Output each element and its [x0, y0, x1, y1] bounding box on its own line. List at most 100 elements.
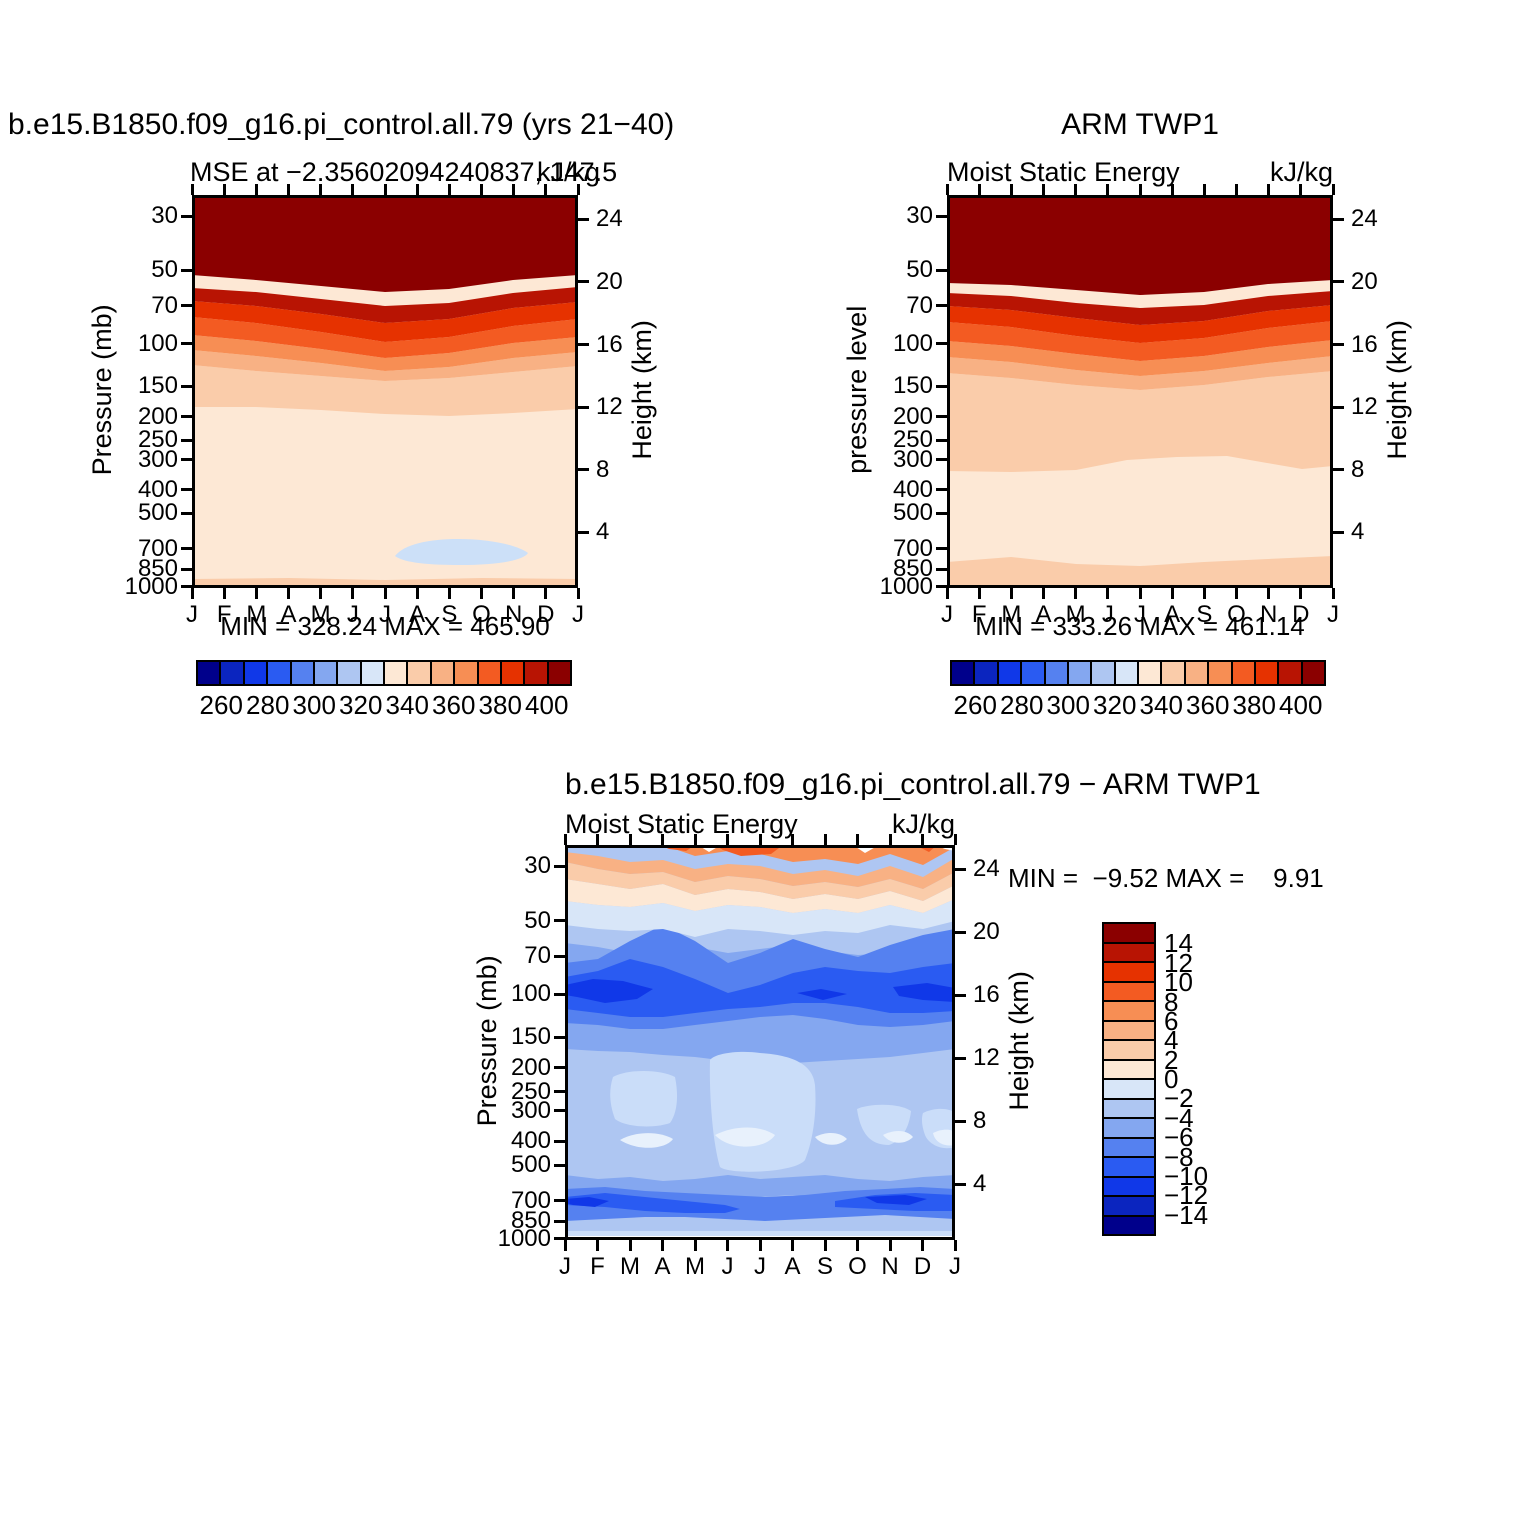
diff-pressure-tick [554, 1237, 565, 1241]
diff-month-label: M [685, 1253, 705, 1280]
model-month-tick-bottom [383, 588, 387, 599]
diff-month-tick-top [856, 834, 859, 845]
obs-month-label: J [1134, 601, 1146, 628]
obs-month-tick-top [1267, 184, 1271, 195]
colorbar-swatch [1104, 1080, 1154, 1100]
model-pressure-tick [181, 488, 192, 492]
model-month-label: M [246, 601, 267, 628]
model-month-label: F [216, 601, 232, 628]
cb-model-label: 280 [246, 690, 290, 720]
model-height-tick-label: 8 [596, 455, 610, 483]
colorbar-swatch [291, 662, 315, 684]
diff-height-tick-label: 8 [973, 1107, 987, 1135]
colorbar-swatch [408, 662, 432, 684]
diff-month-tick-bottom [563, 1240, 567, 1251]
colorbar-swatch [431, 662, 456, 684]
diff-month-label: F [590, 1253, 605, 1280]
obs-month-tick-top [1138, 184, 1142, 195]
diff-month-tick-top [726, 834, 729, 845]
colorbar-swatch [361, 662, 385, 684]
obs-pressure-tick [936, 214, 947, 218]
diff-height-tick [955, 1056, 966, 1060]
model-month-label: N [504, 601, 523, 628]
obs-month-label: O [1227, 601, 1246, 628]
diff-month-tick-top [888, 834, 892, 845]
obs-month-tick-top [1331, 184, 1335, 195]
obs-month-tick-bottom [1235, 588, 1238, 599]
diff-month-tick-top [628, 834, 632, 845]
diff-month-tick-top [596, 834, 599, 845]
colorbar-swatch [1104, 1060, 1154, 1080]
obs-colorbar [950, 660, 1326, 686]
model-height-tick-label: 16 [596, 330, 623, 358]
colorbar-swatch [198, 662, 222, 684]
cb-model-label: 340 [385, 690, 429, 720]
obs-month-tick-top [1074, 184, 1078, 195]
obs-month-tick-top [1042, 184, 1045, 195]
obs-height-tick [1333, 217, 1344, 221]
model-pressure-tick-label: 700 [137, 534, 178, 562]
obs-height-tick [1333, 468, 1344, 472]
model-height-tick [578, 530, 589, 534]
model-month-tick-top [576, 184, 580, 195]
colorbar-swatch [1092, 662, 1116, 684]
model-height-tick [578, 405, 589, 409]
colorbar-swatch [998, 662, 1023, 684]
model-pressure-tick [181, 214, 192, 218]
diff-pressure-tick-label: 100 [510, 980, 551, 1008]
model-pressure-tick [181, 567, 192, 571]
model-pressure-tick-label: 70 [151, 291, 178, 319]
diff-month-tick-top [823, 834, 827, 845]
diff-pressure-tick-label: 700 [510, 1186, 551, 1214]
obs-pressure-tick [936, 438, 947, 442]
obs-month-tick-top [1009, 184, 1013, 195]
obs-pressure-tick-label: 150 [892, 372, 933, 400]
obs-month-tick-bottom [1074, 588, 1078, 599]
model-pressure-tick [181, 585, 192, 589]
cb-model-label: 320 [339, 690, 383, 720]
model-month-tick-bottom [480, 588, 483, 599]
model-month-label: D [537, 601, 555, 628]
diff-month-tick-top [661, 834, 664, 845]
diff-month-tick-bottom [888, 1240, 892, 1251]
diff-pressure-tick [554, 919, 565, 923]
model-pressure-tick-label: 500 [137, 499, 178, 527]
colorbar-swatch [1209, 662, 1233, 684]
obs-stats: MIN = 333.26 MAX = 461.14 [975, 611, 1305, 641]
obs-month-label: J [1327, 601, 1339, 628]
diff-month-tick-top [791, 834, 794, 845]
model-month-tick-top [222, 184, 226, 195]
cb-obs-label: 300 [1046, 690, 1090, 720]
model-height-tick-label: 12 [596, 393, 623, 421]
diff-pressure-tick-label: 150 [510, 1023, 551, 1051]
cb-diff-label: 8 [1164, 986, 1179, 1017]
model-pressure-tick [181, 268, 192, 272]
obs-month-label: J [941, 601, 953, 628]
obs-height-tick [1333, 280, 1344, 284]
obs-height-tick-label: 8 [1351, 455, 1365, 483]
colorbar-swatch [1232, 662, 1256, 684]
colorbar-swatch [385, 662, 409, 684]
model-month-tick-bottom [222, 588, 226, 599]
model-pressure-tick-label: 1000 [124, 572, 178, 600]
diff-month-tick-bottom [726, 1240, 729, 1251]
obs-pressure-tick [936, 415, 947, 419]
model-pressure-tick [181, 511, 192, 515]
diff-pressure-tick-label: 250 [510, 1077, 551, 1105]
obs-plot-frame [947, 195, 1333, 588]
colorbar-swatch [1104, 1119, 1154, 1139]
colorbar-swatch [1104, 963, 1154, 983]
diff-title: b.e15.B1850.f09_g16.pi_control.all.79 − … [565, 768, 1261, 801]
model-month-tick-top [287, 184, 290, 195]
obs-month-tick-bottom [1042, 588, 1045, 599]
diff-pressure-tick-label: 300 [510, 1096, 551, 1124]
model-month-tick-top [415, 184, 419, 195]
colorbar-swatch [1104, 1002, 1154, 1022]
diff-month-tick-bottom [823, 1240, 827, 1251]
diff-pressure-tick-label: 50 [524, 906, 551, 934]
colorbar-swatch [1104, 1177, 1154, 1197]
cb-model-label: 300 [292, 690, 336, 720]
diff-pressure-tick [554, 1090, 565, 1093]
cb-diff-label: 12 [1164, 947, 1193, 978]
